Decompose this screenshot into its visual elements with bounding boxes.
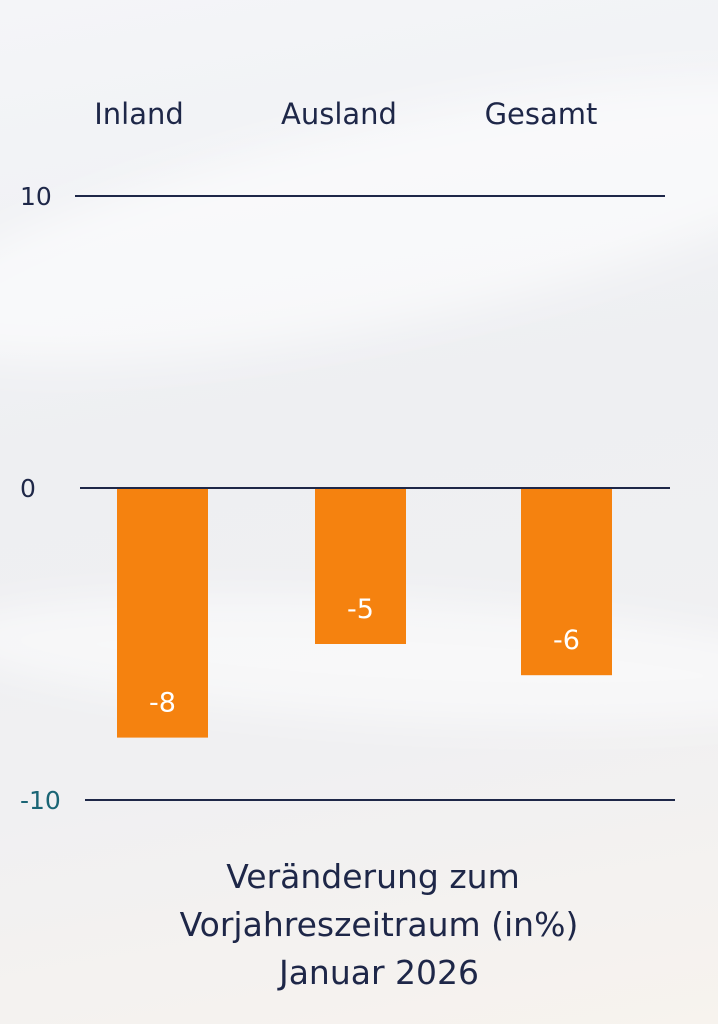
category-label: Ausland: [281, 97, 397, 131]
y-tick-label: 0: [20, 474, 36, 503]
category-label: Inland: [94, 97, 184, 131]
x-axis-label-line-1: Veränderung zum: [226, 857, 520, 896]
bar-ausland: [315, 489, 406, 644]
y-tick-label: -10: [20, 786, 61, 815]
category-label: Gesamt: [485, 97, 598, 131]
bar-inland: [117, 489, 208, 738]
data-label: -8: [149, 688, 176, 719]
x-axis-label-line-2: Vorjahreszeitraum (in%): [180, 905, 579, 944]
bar-gesamt: [521, 489, 612, 676]
data-label: -6: [553, 625, 580, 656]
y-tick-label: 10: [20, 182, 52, 211]
data-label: -5: [347, 594, 374, 625]
x-axis-label-line-3: Januar 2026: [277, 953, 479, 992]
